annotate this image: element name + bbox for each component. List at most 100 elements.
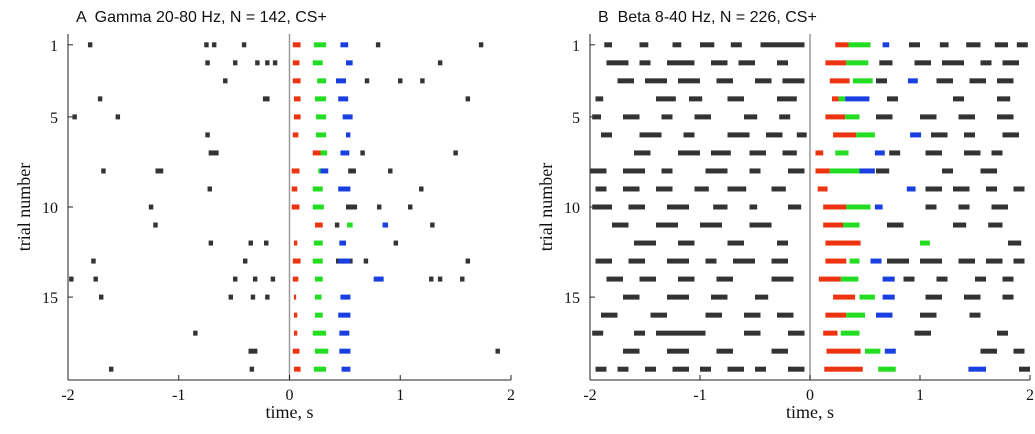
burst (760, 42, 805, 48)
burst (730, 42, 742, 48)
burst (1019, 366, 1030, 372)
burst (749, 204, 758, 210)
burst (678, 78, 700, 84)
burst (1013, 186, 1025, 192)
burst (667, 258, 689, 264)
burst (874, 204, 883, 210)
burst (969, 312, 981, 318)
burst (429, 276, 434, 282)
burst (634, 240, 656, 246)
burst (205, 60, 210, 66)
burst (887, 96, 898, 102)
x-tick-label: 0 (286, 387, 294, 404)
burst (849, 258, 860, 264)
y-axis-label: trial number (14, 163, 34, 251)
burst (606, 276, 623, 282)
burst (623, 186, 640, 192)
burst (824, 366, 863, 372)
burst (958, 204, 970, 210)
panel-title: B Beta 8-40 Hz, N = 226, CS+ (598, 9, 817, 26)
burst (364, 78, 370, 84)
burst (623, 294, 640, 300)
burst (835, 150, 849, 156)
burst (953, 96, 964, 102)
burst (595, 258, 612, 264)
burst (833, 132, 857, 138)
burst (93, 276, 98, 282)
burst (1002, 60, 1019, 66)
burst (777, 60, 788, 66)
burst (986, 186, 997, 192)
burst (340, 294, 351, 300)
burst (879, 60, 893, 66)
burst (334, 222, 340, 228)
burst (1013, 258, 1025, 264)
burst (766, 132, 783, 138)
burst (782, 78, 805, 84)
burst (833, 294, 856, 300)
burst (628, 204, 645, 210)
burst (223, 78, 228, 84)
burst (604, 42, 612, 48)
burst (639, 276, 656, 282)
burst (771, 348, 788, 354)
burst (91, 258, 96, 264)
burst (320, 168, 329, 174)
burst (495, 348, 500, 354)
y-tick-label: 1 (572, 38, 580, 55)
burst (292, 60, 300, 66)
burst (964, 150, 981, 156)
burst (733, 258, 755, 264)
burst (683, 132, 695, 138)
burst (639, 42, 649, 48)
burst (826, 348, 861, 354)
burst (242, 258, 248, 264)
burst (612, 222, 629, 228)
burst (848, 42, 871, 48)
burst (628, 258, 645, 264)
burst (153, 222, 158, 228)
burst (338, 258, 351, 264)
burst (818, 276, 841, 282)
panel: B Beta 8-40 Hz, N = 226, CS+-2 -1 0 1 215101… (536, 9, 1034, 422)
burst (903, 276, 915, 282)
burst (749, 168, 761, 174)
burst (293, 96, 301, 102)
burst (595, 96, 604, 102)
burst (876, 312, 893, 318)
burst (788, 330, 805, 336)
burst (293, 114, 301, 120)
burst (193, 330, 198, 336)
burst (815, 150, 824, 156)
burst (291, 168, 300, 174)
burst (997, 330, 1008, 336)
burst (656, 330, 706, 336)
burst (667, 60, 695, 66)
burst (716, 78, 733, 84)
burst (865, 348, 881, 354)
burst (882, 294, 895, 300)
burst (101, 168, 106, 174)
burst (727, 366, 744, 372)
burst (920, 114, 937, 120)
burst (248, 348, 258, 354)
burst (661, 168, 673, 174)
burst (980, 168, 997, 174)
burst (988, 222, 1003, 228)
burst (363, 258, 369, 264)
y-tick-label: 5 (572, 110, 580, 127)
burst (292, 78, 301, 84)
burst (595, 186, 607, 192)
burst (1016, 42, 1028, 48)
burst (115, 114, 121, 120)
panel-title: A Gamma 20-80 Hz, N = 142, CS+ (76, 9, 327, 26)
burst (338, 96, 349, 102)
burst (852, 78, 873, 84)
burst (738, 60, 755, 66)
burst (339, 348, 351, 354)
burst (617, 78, 634, 84)
burst (700, 366, 711, 372)
burst (265, 294, 270, 300)
y-tick-label: 10 (564, 200, 580, 217)
